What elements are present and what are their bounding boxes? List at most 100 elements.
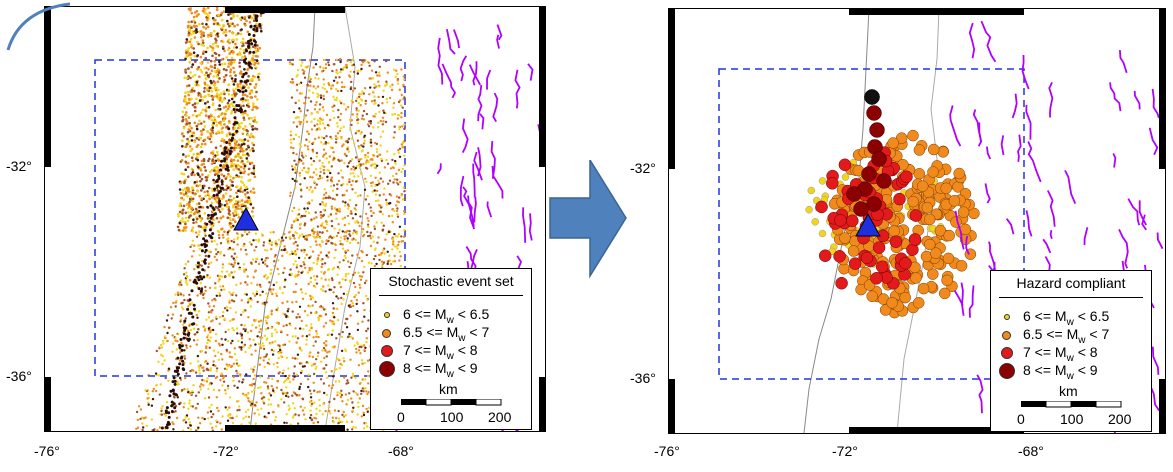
event-marker bbox=[369, 206, 372, 209]
event-marker bbox=[335, 234, 339, 238]
event-marker bbox=[403, 154, 406, 157]
event-marker bbox=[291, 58, 295, 61]
event-marker bbox=[242, 310, 245, 314]
event-marker bbox=[332, 375, 335, 378]
event-marker bbox=[205, 346, 208, 350]
event-marker bbox=[186, 188, 190, 192]
event-marker bbox=[238, 408, 241, 412]
event-marker bbox=[175, 370, 179, 373]
event-marker bbox=[346, 59, 349, 62]
event-marker bbox=[200, 243, 204, 247]
event-marker bbox=[196, 155, 199, 159]
event-marker bbox=[315, 275, 319, 278]
event-marker bbox=[313, 362, 317, 366]
event-marker bbox=[321, 201, 324, 204]
legend-text: 6.5 <= Mw < 7 bbox=[1023, 326, 1110, 346]
event-marker bbox=[291, 177, 294, 181]
event-marker bbox=[333, 104, 336, 107]
event-marker bbox=[218, 104, 221, 107]
event-marker bbox=[212, 42, 215, 46]
event-marker bbox=[182, 126, 186, 130]
event-marker bbox=[261, 302, 264, 305]
event-marker bbox=[139, 417, 142, 421]
event-marker bbox=[201, 268, 205, 272]
event-marker bbox=[155, 384, 158, 387]
event-marker bbox=[221, 207, 224, 211]
event-marker bbox=[312, 235, 315, 238]
fault-trace bbox=[960, 282, 965, 316]
event-marker bbox=[277, 272, 280, 276]
event-marker bbox=[338, 210, 341, 213]
event-marker bbox=[390, 88, 394, 92]
event-marker bbox=[321, 106, 325, 109]
event-marker bbox=[230, 112, 233, 115]
event-marker bbox=[861, 166, 877, 182]
event-marker bbox=[305, 343, 308, 346]
event-marker bbox=[216, 22, 220, 25]
event-marker bbox=[186, 219, 190, 223]
event-marker bbox=[163, 412, 166, 416]
event-marker bbox=[254, 238, 258, 242]
event-marker bbox=[300, 265, 303, 268]
event-marker bbox=[344, 349, 347, 353]
event-marker bbox=[340, 335, 344, 339]
event-marker bbox=[212, 349, 216, 352]
event-marker bbox=[205, 71, 208, 74]
event-marker bbox=[181, 363, 185, 367]
event-marker bbox=[343, 85, 346, 89]
event-marker bbox=[818, 229, 827, 238]
event-marker bbox=[183, 106, 186, 110]
event-marker bbox=[382, 224, 385, 227]
event-marker bbox=[244, 93, 247, 97]
event-marker bbox=[204, 194, 207, 198]
event-marker bbox=[195, 220, 198, 224]
event-marker bbox=[838, 158, 852, 172]
event-marker bbox=[383, 187, 386, 190]
event-marker bbox=[152, 387, 155, 391]
event-marker bbox=[320, 216, 323, 219]
event-marker bbox=[320, 136, 324, 139]
event-marker bbox=[182, 204, 186, 208]
fault-trace bbox=[527, 63, 534, 81]
event-marker bbox=[209, 422, 212, 425]
event-marker bbox=[217, 71, 221, 74]
event-marker bbox=[316, 259, 319, 263]
event-marker bbox=[316, 354, 319, 358]
event-marker bbox=[330, 219, 333, 223]
event-marker bbox=[223, 375, 226, 378]
event-marker bbox=[370, 69, 374, 72]
event-marker bbox=[308, 89, 311, 92]
event-marker bbox=[312, 372, 316, 376]
event-marker bbox=[329, 412, 332, 415]
event-marker bbox=[339, 60, 342, 64]
event-marker bbox=[238, 138, 241, 142]
event-marker bbox=[304, 418, 307, 421]
event-marker bbox=[400, 170, 403, 174]
hazard-event-cloud bbox=[805, 89, 980, 319]
event-marker bbox=[250, 161, 254, 165]
event-marker bbox=[190, 20, 193, 23]
event-marker bbox=[392, 106, 395, 110]
event-marker bbox=[397, 183, 400, 186]
event-marker bbox=[246, 95, 249, 98]
event-marker bbox=[371, 77, 375, 80]
event-marker bbox=[195, 313, 198, 317]
event-marker bbox=[238, 61, 241, 65]
event-marker bbox=[220, 186, 224, 190]
event-marker bbox=[182, 336, 186, 340]
event-marker bbox=[269, 403, 273, 406]
event-marker bbox=[315, 155, 318, 158]
coastline bbox=[249, 7, 316, 431]
legend-entry-mw-6-5: 6.5 <= Mw < 7 bbox=[379, 323, 489, 344]
event-marker bbox=[402, 83, 405, 87]
event-marker bbox=[216, 184, 220, 188]
event-marker bbox=[194, 394, 198, 397]
event-marker bbox=[227, 172, 230, 176]
event-marker bbox=[171, 389, 175, 393]
event-marker bbox=[232, 100, 236, 104]
event-marker bbox=[194, 231, 198, 234]
event-marker bbox=[296, 248, 299, 251]
event-marker bbox=[299, 405, 302, 408]
event-marker bbox=[331, 69, 334, 73]
event-marker bbox=[248, 338, 251, 341]
